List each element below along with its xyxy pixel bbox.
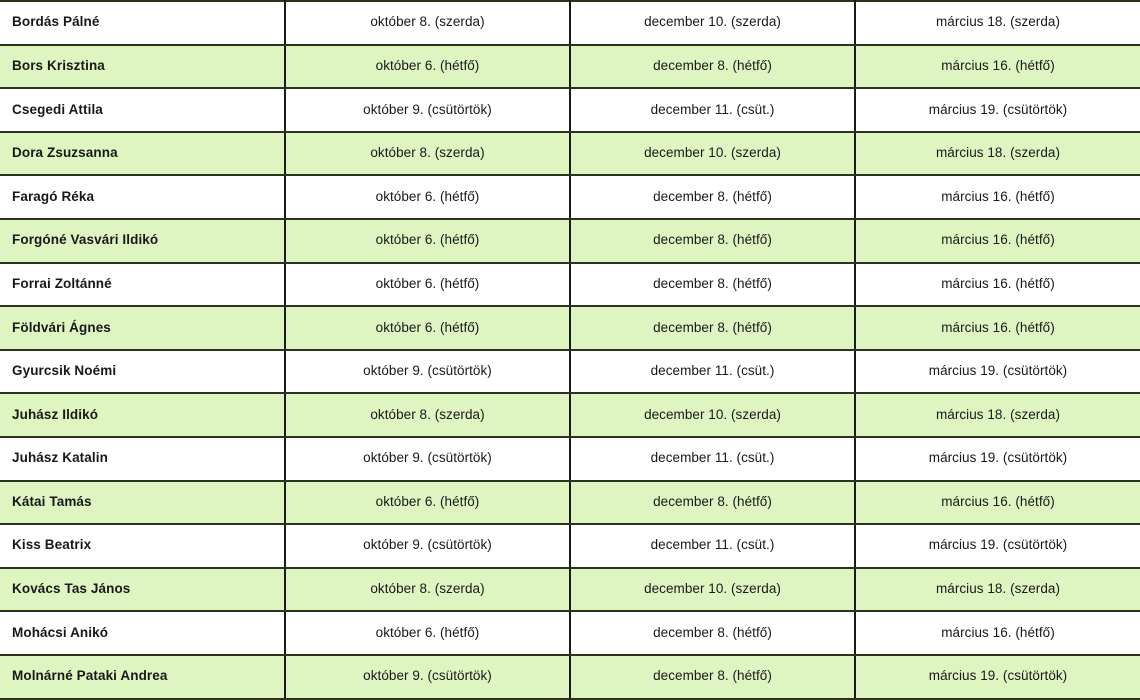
cell-person-name: Juhász Katalin [0,436,286,482]
cell-person-name: Földvári Ágnes [0,306,286,351]
cell-date-3: március 16. (hétfő) [855,218,1140,264]
cell-person-name: Gyurcsik Noémi [0,349,286,395]
cell-date-1: október 6. (hétfő) [285,480,571,526]
cell-date-3: március 16. (hétfő) [855,175,1140,220]
cell-date-1: október 9. (csütörtök) [285,349,571,395]
table-row: Forgóné Vasvári Ildikó október 6. (hétfő)… [0,218,1140,264]
cell-date-2: december 10. (szerda) [570,0,856,46]
cell-date-2: december 8. (hétfő) [570,44,856,90]
cell-date-3: március 19. (csütörtök) [855,436,1140,482]
table-row: Csegedi Attila október 9. (csütörtök) dece… [0,88,1140,133]
cell-date-1: október 6. (hétfő) [285,44,571,90]
cell-date-2: december 8. (hétfő) [570,175,856,220]
cell-date-1: október 6. (hétfő) [285,306,571,351]
cell-person-name: Mohácsi Anikó [0,611,286,656]
cell-date-2: december 11. (csüt.) [570,88,856,133]
cell-person-name: Faragó Réka [0,175,286,220]
cell-date-3: március 16. (hétfő) [855,262,1140,308]
cell-date-3: március 16. (hétfő) [855,44,1140,90]
cell-date-2: december 10. (szerda) [570,567,856,613]
table-row: Juhász Katalin október 9. (csütörtök) dece… [0,436,1140,482]
cell-person-name: Bordás Pálné [0,0,286,46]
cell-person-name: Dora Zsuzsanna [0,131,286,177]
cell-date-1: október 8. (szerda) [285,131,571,177]
cell-date-3: március 18. (szerda) [855,0,1140,46]
cell-date-1: október 8. (szerda) [285,393,571,438]
table-row: Földvári Ágnes október 6. (hétfő) december… [0,306,1140,351]
cell-date-2: december 8. (hétfő) [570,654,856,700]
cell-date-2: december 11. (csüt.) [570,436,856,482]
cell-date-1: október 9. (csütörtök) [285,88,571,133]
cell-date-1: október 9. (csütörtök) [285,436,571,482]
cell-date-2: december 10. (szerda) [570,131,856,177]
table-row: Mohácsi Anikó október 6. (hétfő) december … [0,611,1140,656]
cell-date-3: március 16. (hétfő) [855,480,1140,526]
table-row: Kátai Tamás október 6. (hétfő) december 8.… [0,480,1140,526]
table-row: Bordás Pálné október 8. (szerda) december … [0,0,1140,46]
cell-date-3: március 19. (csütörtök) [855,88,1140,133]
cell-person-name: Kovács Tas János [0,567,286,613]
cell-date-2: december 8. (hétfő) [570,306,856,351]
cell-date-3: március 18. (szerda) [855,393,1140,438]
table-row: Juhász Ildikó október 8. (szerda) december… [0,393,1140,438]
cell-date-1: október 9. (csütörtök) [285,524,571,569]
table-row: Molnárné Pataki Andrea október 9. (csütör… [0,654,1140,700]
cell-person-name: Juhász Ildikó [0,393,286,438]
cell-date-2: december 8. (hétfő) [570,218,856,264]
cell-date-2: december 10. (szerda) [570,393,856,438]
table-row: Bors Krisztina október 6. (hétfő) december… [0,44,1140,90]
table-row: Faragó Réka október 6. (hétfő) december 8.… [0,175,1140,220]
cell-date-3: március 19. (csütörtök) [855,654,1140,700]
table-row: Dora Zsuzsanna október 8. (szerda) decembe… [0,131,1140,177]
cell-person-name: Molnárné Pataki Andrea [0,654,286,700]
cell-date-1: október 6. (hétfő) [285,262,571,308]
cell-date-3: március 19. (csütörtök) [855,524,1140,569]
cell-date-1: október 6. (hétfő) [285,611,571,656]
table-row: Gyurcsik Noémi október 9. (csütörtök) dece… [0,349,1140,395]
cell-person-name: Kiss Beatrix [0,524,286,569]
table-row: Kovács Tas János október 8. (szerda) decem… [0,567,1140,613]
cell-date-2: december 8. (hétfő) [570,611,856,656]
table-row: Kiss Beatrix október 9. (csütörtök) decemb… [0,524,1140,569]
cell-date-1: október 8. (szerda) [285,567,571,613]
cell-date-3: március 16. (hétfő) [855,306,1140,351]
cell-date-2: december 8. (hétfő) [570,262,856,308]
cell-date-2: december 8. (hétfő) [570,480,856,526]
cell-person-name: Kátai Tamás [0,480,286,526]
cell-date-3: március 18. (szerda) [855,131,1140,177]
cell-date-1: október 9. (csütörtök) [285,654,571,700]
cell-person-name: Forrai Zoltánné [0,262,286,308]
cell-date-1: október 6. (hétfő) [285,218,571,264]
cell-date-3: március 18. (szerda) [855,567,1140,613]
cell-date-3: március 16. (hétfő) [855,611,1140,656]
cell-person-name: Csegedi Attila [0,88,286,133]
cell-date-1: október 8. (szerda) [285,0,571,46]
cell-date-2: december 11. (csüt.) [570,524,856,569]
cell-date-1: október 6. (hétfő) [285,175,571,220]
cell-person-name: Forgóné Vasvári Ildikó [0,218,286,264]
cell-person-name: Bors Krisztina [0,44,286,90]
table-row: Forrai Zoltánné október 6. (hétfő) decembe… [0,262,1140,308]
cell-date-2: december 11. (csüt.) [570,349,856,395]
cell-date-3: március 19. (csütörtök) [855,349,1140,395]
